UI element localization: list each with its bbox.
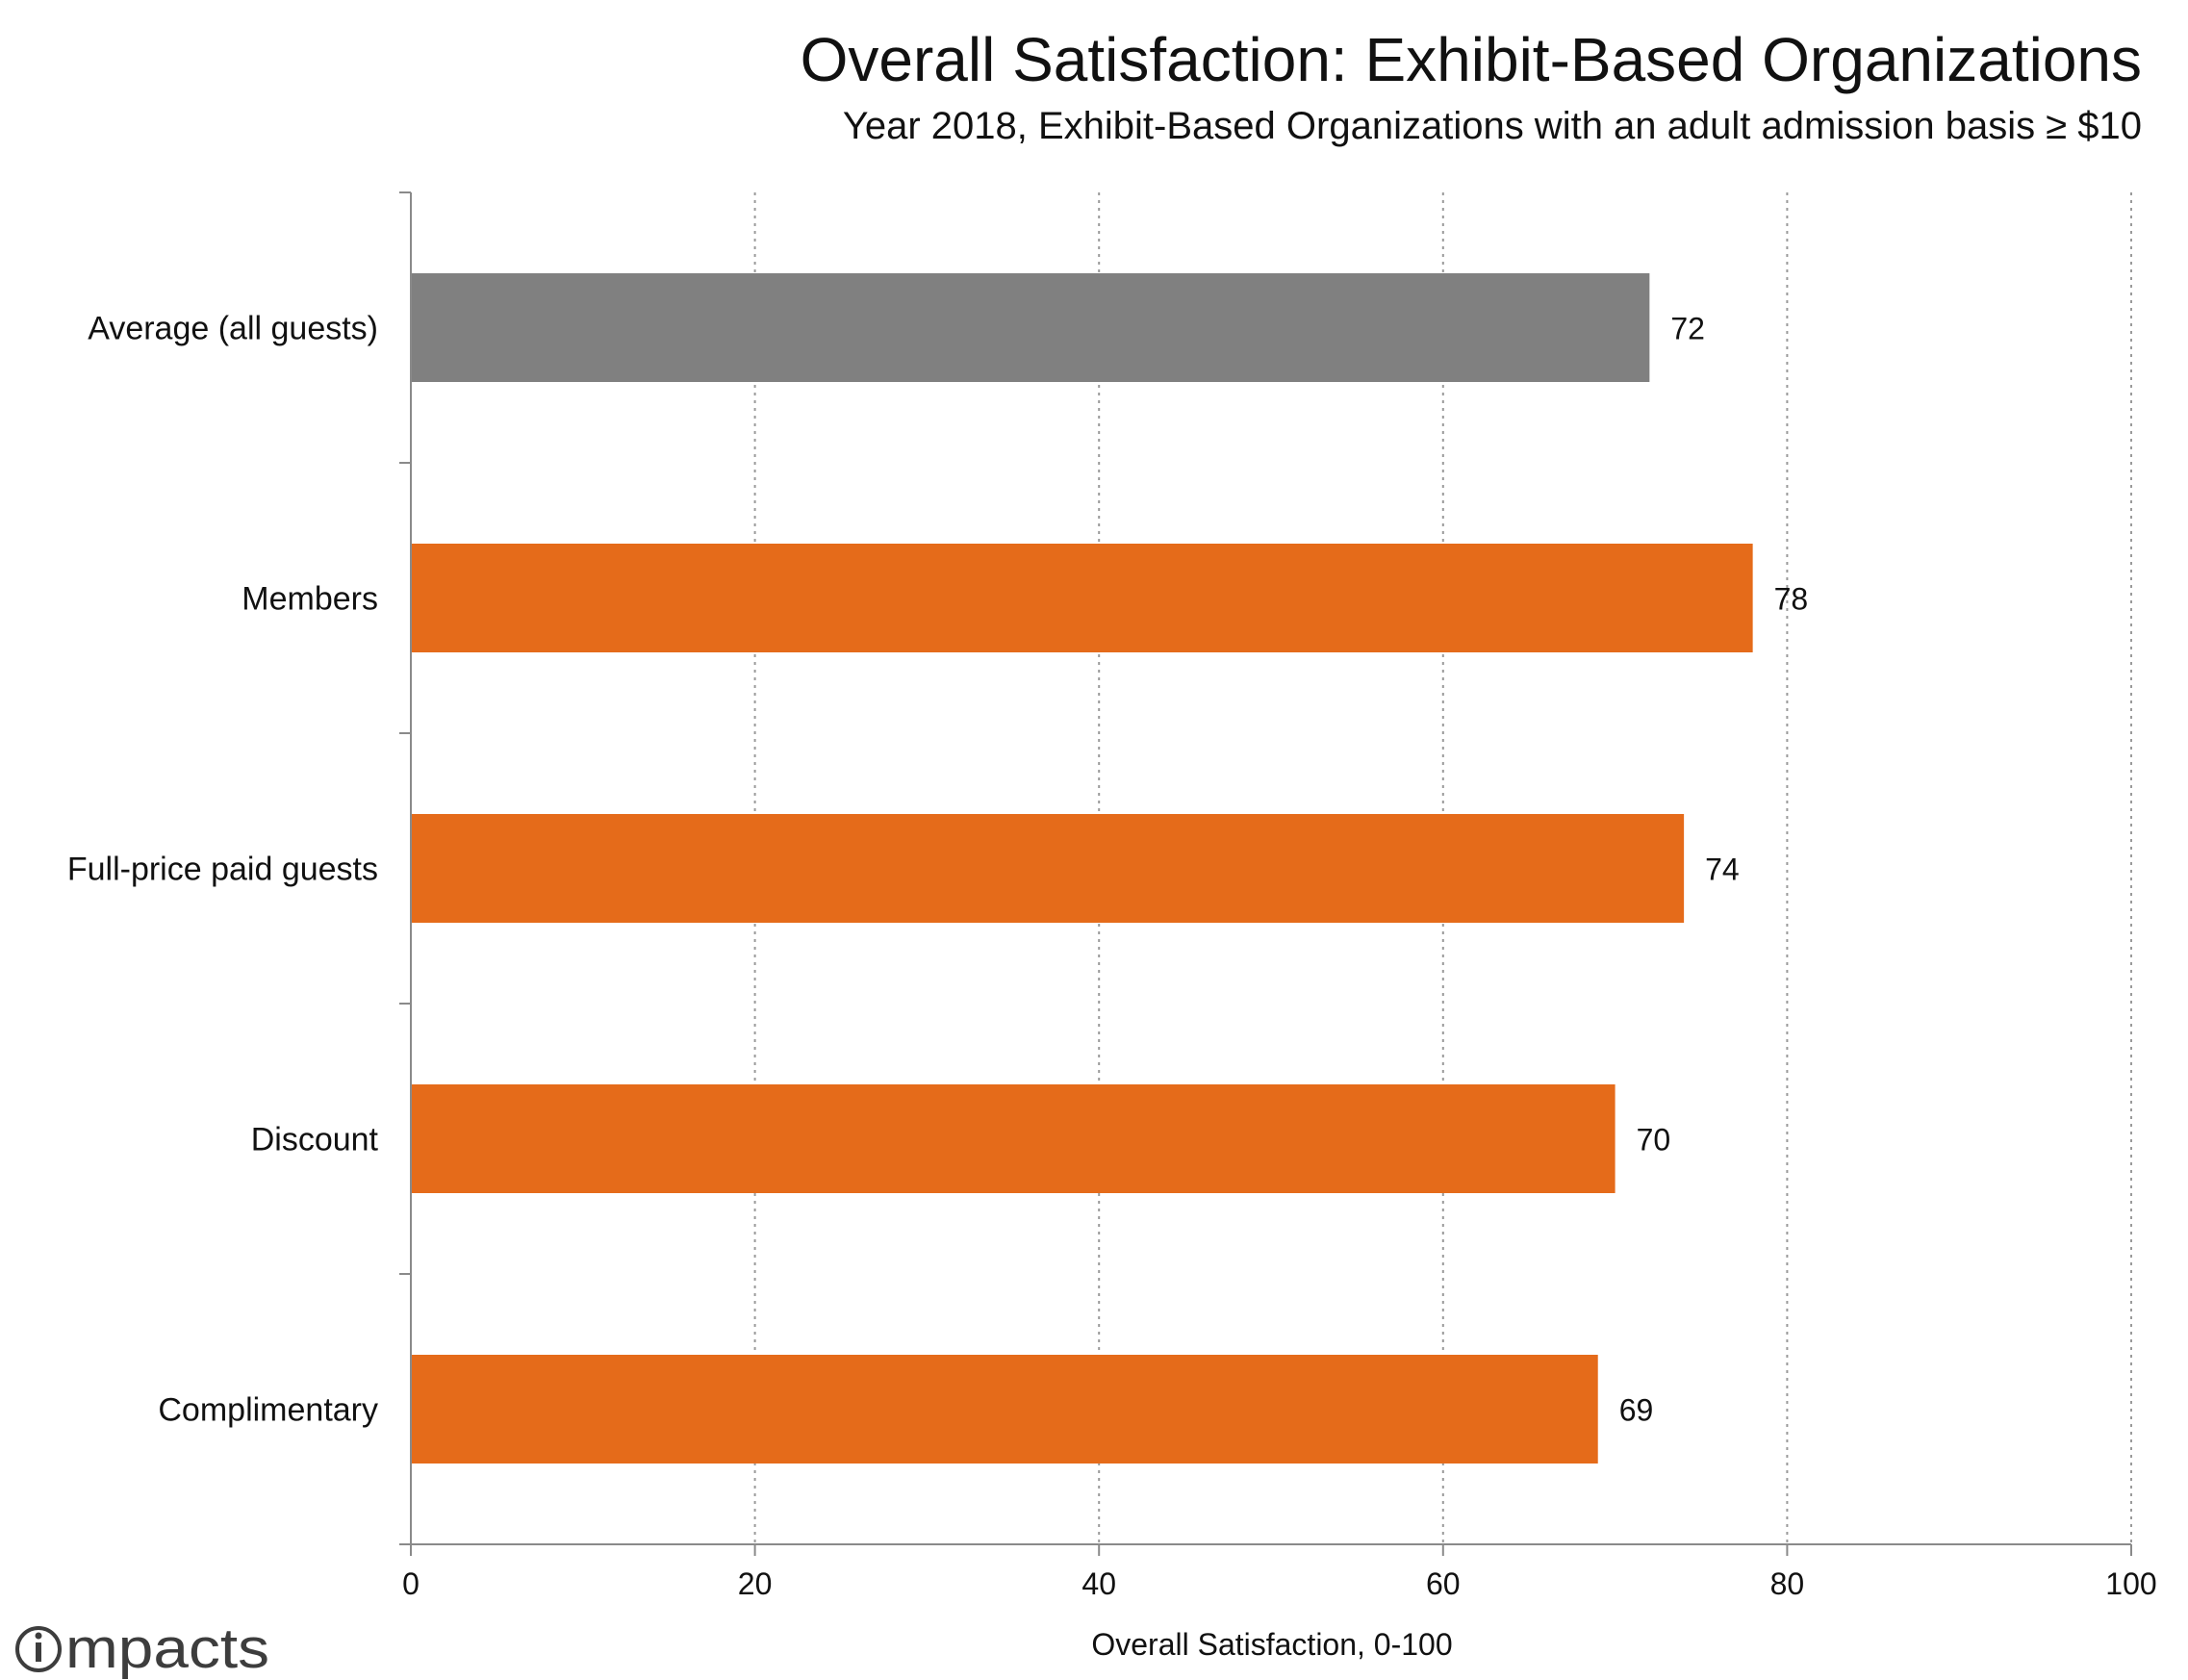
logo-dot-icon — [35, 1632, 42, 1640]
bar-complimentary — [411, 1355, 1598, 1464]
x-tick-label-100: 100 — [2105, 1566, 2156, 1601]
impacts-logo: mpacts — [15, 1617, 269, 1680]
chart-subtitle: Year 2018, Exhibit-Based Organizations w… — [843, 105, 2142, 147]
data-label: 70 — [1637, 1123, 1671, 1158]
bar-discount — [411, 1084, 1616, 1193]
category-label: Average (all guests) — [88, 311, 378, 347]
logo-circle-icon — [15, 1626, 62, 1672]
bar-full-price-paid-guests — [411, 814, 1685, 923]
category-label: Complimentary — [158, 1392, 378, 1429]
category-label: Discount — [251, 1122, 379, 1158]
x-tick-label-60: 60 — [1426, 1566, 1461, 1601]
x-tick-label-0: 0 — [402, 1566, 420, 1601]
data-label: 72 — [1670, 312, 1705, 346]
data-label: 74 — [1705, 853, 1740, 887]
x-tick-label-20: 20 — [738, 1566, 773, 1601]
gridlines — [753, 192, 2132, 1544]
logo-stem-icon — [36, 1642, 41, 1662]
labels: 0 20 40 60 80 100 Average (all guests) 72 Member… — [67, 311, 2157, 1602]
bar-members — [411, 544, 1753, 652]
chart-title: Overall Satisfaction: Exhibit-Based Orga… — [801, 25, 2142, 94]
data-label: 69 — [1619, 1393, 1654, 1428]
category-label: Members — [242, 581, 378, 618]
category-label: Full-price paid guests — [67, 852, 378, 888]
bars — [411, 273, 1753, 1464]
bar-average-all-guests — [411, 273, 1650, 382]
x-axis-title: Overall Satisfaction, 0-100 — [1091, 1627, 1452, 1662]
logo-wordmark: mpacts — [65, 1617, 269, 1680]
x-tick-label-40: 40 — [1081, 1566, 1116, 1601]
data-label: 78 — [1774, 582, 1809, 617]
x-tick-label-80: 80 — [1770, 1566, 1805, 1601]
axes — [399, 191, 2132, 1556]
